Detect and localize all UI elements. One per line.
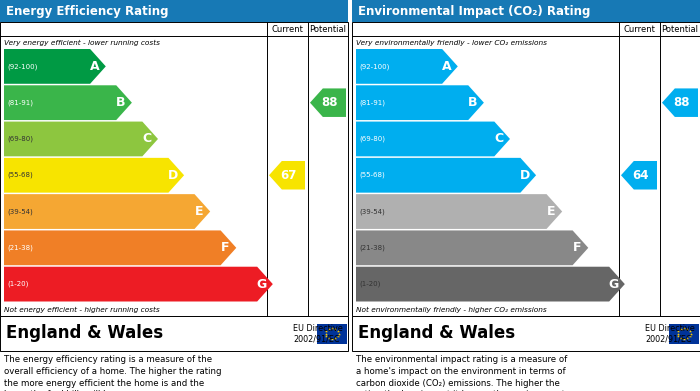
Polygon shape: [4, 194, 210, 229]
Text: Potential: Potential: [309, 25, 346, 34]
Text: 88: 88: [673, 96, 690, 109]
Text: Environmental Impact (CO₂) Rating: Environmental Impact (CO₂) Rating: [358, 5, 590, 18]
Text: Energy Efficiency Rating: Energy Efficiency Rating: [6, 5, 169, 18]
Text: Current: Current: [271, 25, 303, 34]
Text: (39-54): (39-54): [7, 208, 33, 215]
Text: (55-68): (55-68): [7, 172, 33, 179]
Text: (1-20): (1-20): [359, 281, 380, 287]
Polygon shape: [356, 230, 588, 265]
Text: The energy efficiency rating is a measure of the
overall efficiency of a home. T: The energy efficiency rating is a measur…: [4, 355, 221, 391]
Polygon shape: [356, 194, 562, 229]
Text: B: B: [116, 96, 126, 109]
Text: EU Directive: EU Directive: [645, 324, 694, 333]
Bar: [317, 323, 347, 344]
Text: B: B: [468, 96, 477, 109]
Polygon shape: [356, 122, 510, 156]
Text: (92-100): (92-100): [359, 63, 389, 70]
Text: A: A: [90, 60, 99, 73]
Bar: [0, 0, 348, 22]
Text: G: G: [257, 278, 267, 291]
Text: England & Wales: England & Wales: [6, 325, 163, 343]
Polygon shape: [356, 49, 458, 84]
Polygon shape: [4, 85, 132, 120]
Bar: [352, 22, 700, 316]
Polygon shape: [356, 158, 536, 193]
Bar: [352, 0, 700, 22]
Text: A: A: [442, 60, 452, 73]
Text: (55-68): (55-68): [359, 172, 385, 179]
Text: E: E: [547, 205, 556, 218]
Polygon shape: [269, 161, 305, 190]
Polygon shape: [621, 161, 657, 190]
Text: The environmental impact rating is a measure of
a home's impact on the environme: The environmental impact rating is a mea…: [356, 355, 568, 391]
Text: (92-100): (92-100): [7, 63, 37, 70]
Text: (81-91): (81-91): [7, 99, 33, 106]
Polygon shape: [356, 267, 625, 301]
Text: 2002/91/EC: 2002/91/EC: [293, 334, 340, 343]
Text: (69-80): (69-80): [7, 136, 33, 142]
Polygon shape: [310, 88, 346, 117]
Text: C: C: [143, 133, 152, 145]
Text: G: G: [609, 278, 619, 291]
Polygon shape: [4, 267, 273, 301]
Text: EU Directive: EU Directive: [293, 324, 343, 333]
Text: 2002/91/EC: 2002/91/EC: [645, 334, 692, 343]
Text: (21-38): (21-38): [7, 245, 33, 251]
Polygon shape: [4, 49, 106, 84]
Polygon shape: [662, 88, 698, 117]
Text: (1-20): (1-20): [7, 281, 29, 287]
Text: 64: 64: [633, 169, 649, 182]
Text: (39-54): (39-54): [359, 208, 385, 215]
Polygon shape: [4, 158, 184, 193]
Text: E: E: [195, 205, 204, 218]
Polygon shape: [4, 122, 158, 156]
Text: Not environmentally friendly - higher CO₂ emissions: Not environmentally friendly - higher CO…: [356, 307, 547, 313]
Bar: [669, 323, 699, 344]
Text: D: D: [168, 169, 178, 182]
Text: C: C: [494, 133, 503, 145]
Text: 67: 67: [281, 169, 297, 182]
Text: Very environmentally friendly - lower CO₂ emissions: Very environmentally friendly - lower CO…: [356, 40, 547, 46]
Text: England & Wales: England & Wales: [358, 325, 515, 343]
Text: Not energy efficient - higher running costs: Not energy efficient - higher running co…: [4, 307, 160, 313]
Text: (81-91): (81-91): [359, 99, 385, 106]
Bar: [352, 316, 700, 351]
Text: F: F: [221, 241, 230, 254]
Bar: [0, 316, 348, 351]
Text: 88: 88: [321, 96, 338, 109]
Text: F: F: [573, 241, 582, 254]
Text: (21-38): (21-38): [359, 245, 385, 251]
Text: Potential: Potential: [662, 25, 699, 34]
Polygon shape: [356, 85, 484, 120]
Bar: [0, 22, 348, 316]
Text: (69-80): (69-80): [359, 136, 385, 142]
Text: D: D: [520, 169, 531, 182]
Polygon shape: [4, 230, 237, 265]
Text: Very energy efficient - lower running costs: Very energy efficient - lower running co…: [4, 40, 160, 46]
Text: Current: Current: [623, 25, 655, 34]
